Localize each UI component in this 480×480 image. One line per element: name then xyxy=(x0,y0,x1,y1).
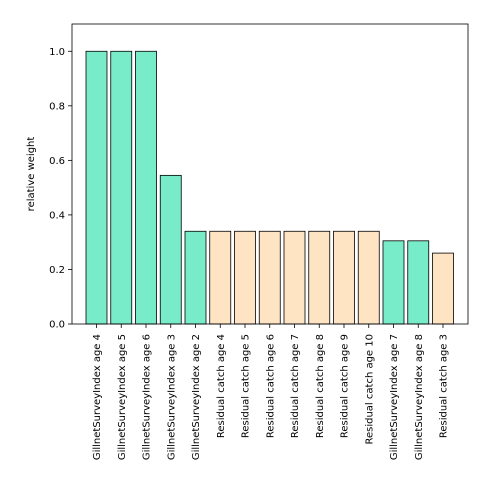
y-tick-label: 0.8 xyxy=(49,101,65,112)
x-tick-label: Residual catch age 10 xyxy=(364,334,375,445)
bar-14 xyxy=(407,240,430,325)
bar-1 xyxy=(85,50,108,325)
x-tick-label: Residual catch age 9 xyxy=(340,334,351,438)
y-axis: 0.0 0.2 0.4 0.6 0.8 1.0 xyxy=(49,47,72,331)
bar-11 xyxy=(333,230,355,325)
x-tick-label: GillnetSurveyIndex age 8 xyxy=(414,334,425,460)
x-tick-label: Residual catch age 6 xyxy=(265,334,276,438)
x-tick-label: GillnetSurveyIndex age 4 xyxy=(92,334,103,460)
bar-6 xyxy=(209,230,232,325)
y-tick-label: 0.4 xyxy=(49,210,65,221)
x-axis: GillnetSurveyIndex age 4 GillnetSurveyInd… xyxy=(92,324,450,460)
x-tick-label: GillnetSurveyIndex age 2 xyxy=(191,334,202,460)
bar-7 xyxy=(234,230,256,325)
bar-8 xyxy=(258,230,281,325)
x-tick-label: Residual catch age 5 xyxy=(241,334,252,438)
bar-5 xyxy=(184,230,207,325)
x-tick-label: GillnetSurveyIndex age 7 xyxy=(389,334,400,460)
y-tick-label: 0.2 xyxy=(49,265,65,276)
bar-9 xyxy=(283,230,306,325)
bar-10 xyxy=(308,230,331,325)
bars-group xyxy=(85,50,454,325)
y-axis-label: relative weight xyxy=(26,137,37,212)
y-tick-label: 0.0 xyxy=(49,320,65,331)
x-tick-label: GillnetSurveyIndex age 3 xyxy=(166,334,177,460)
bar-13 xyxy=(382,240,405,325)
x-tick-label: Residual catch age 4 xyxy=(216,334,227,438)
bar-4 xyxy=(159,174,182,325)
x-tick-label: GillnetSurveyIndex age 5 xyxy=(117,334,128,460)
y-tick-label: 1.0 xyxy=(49,47,65,58)
x-tick-label: GillnetSurveyIndex age 6 xyxy=(142,334,153,460)
bar-12 xyxy=(357,230,380,325)
bar-15 xyxy=(432,252,454,325)
bar-2 xyxy=(110,50,133,325)
x-tick-label: Residual catch age 3 xyxy=(439,334,450,438)
bar-3 xyxy=(135,50,157,325)
x-tick-label: Residual catch age 8 xyxy=(315,334,326,438)
x-tick-label: Residual catch age 7 xyxy=(290,334,301,438)
y-tick-label: 0.6 xyxy=(49,156,65,167)
